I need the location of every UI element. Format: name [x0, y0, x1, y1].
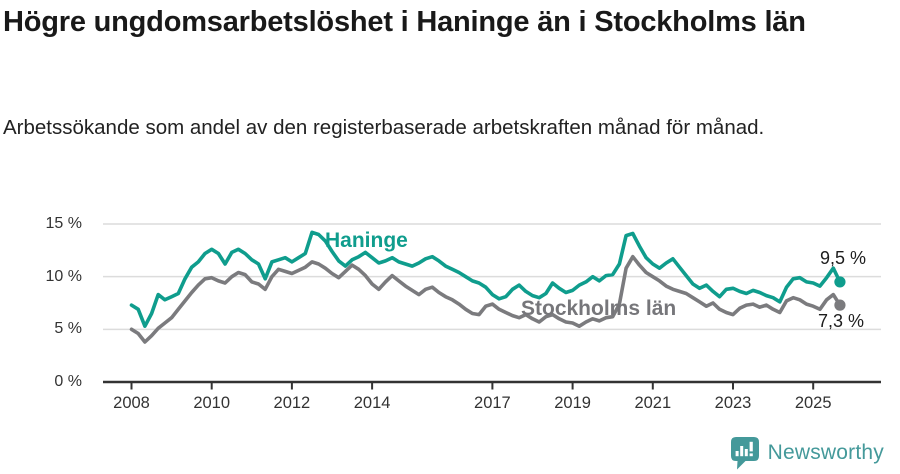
- newsworthy-logo: Newsworthy: [730, 436, 884, 470]
- x-axis-tick-label: 2017: [474, 394, 511, 412]
- y-axis-tick-label: 15 %: [45, 215, 82, 232]
- newsworthy-wordmark: Newsworthy: [767, 441, 884, 464]
- end-value-label-stockholms-lan: 7,3 %: [818, 311, 865, 331]
- chart-title: Högre ungdomsarbetslöshet i Haninge än i…: [3, 6, 806, 38]
- x-axis-tick-label: 2019: [554, 394, 591, 412]
- x-axis-tick-label: 2012: [273, 394, 311, 412]
- x-axis-tick-label: 2014: [353, 394, 391, 412]
- y-axis-tick-label: 10 %: [45, 267, 82, 285]
- x-axis-tick-label: 2010: [193, 394, 231, 412]
- y-axis-tick-label: 0 %: [54, 373, 82, 390]
- series-line-haninge: [129, 230, 842, 329]
- series-line-stockholms-lan: [129, 254, 842, 344]
- chart-subtitle: Arbetssökande som andel av den registerb…: [3, 116, 765, 139]
- x-axis-tick-label: 2025: [794, 394, 832, 412]
- end-value-label-haninge: 9,5 %: [820, 248, 867, 268]
- x-axis-tick-label: 2021: [634, 394, 672, 412]
- x-axis-tick-label: 2008: [113, 394, 150, 412]
- y-axis-tick-label: 5 %: [54, 320, 82, 338]
- end-dot-stockholms-lan: [834, 299, 846, 311]
- end-dot-haninge: [834, 276, 846, 288]
- bar-chart-speech-bubble-icon: [730, 436, 759, 469]
- x-axis-tick-label: 2023: [714, 394, 752, 412]
- series-label-stockholms-lan: Stockholms län: [521, 297, 677, 320]
- series-label-haninge: Haninge: [325, 229, 408, 252]
